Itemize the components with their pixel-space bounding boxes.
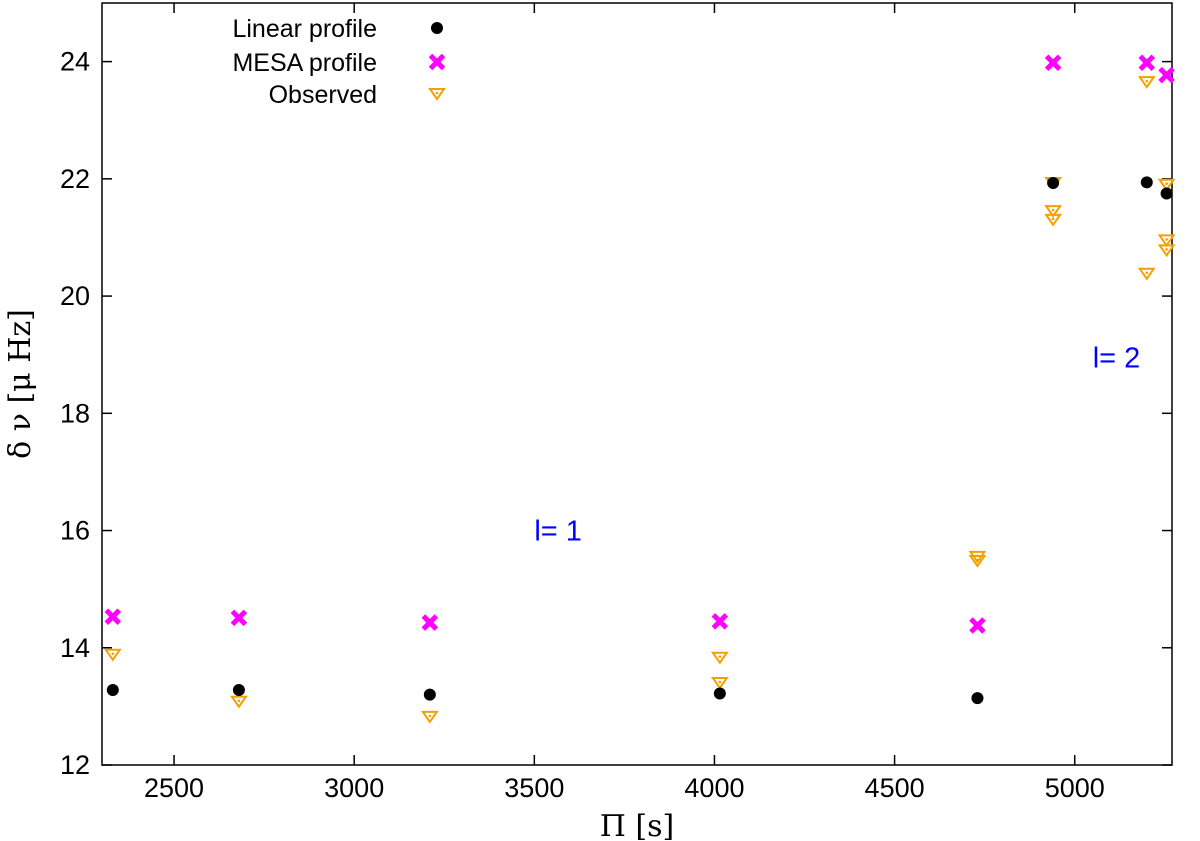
data-point xyxy=(968,555,987,568)
x-axis-label: Π [s] xyxy=(600,809,675,841)
x-tick-label: 3500 xyxy=(504,773,564,803)
x-tick-label: 4000 xyxy=(684,773,744,803)
legend-swatch xyxy=(428,53,446,71)
data-point xyxy=(421,614,439,631)
data-point xyxy=(1160,187,1173,200)
data-point xyxy=(420,710,439,724)
data-point xyxy=(230,609,248,627)
annotation-label: l= 2 xyxy=(1093,343,1141,375)
series-linear-profile xyxy=(106,176,1173,705)
data-point xyxy=(232,683,245,696)
series-observed xyxy=(103,76,1176,724)
y-tick-label: 22 xyxy=(60,164,90,194)
data-point xyxy=(1158,66,1175,84)
data-point xyxy=(971,692,984,705)
legend-swatch xyxy=(431,22,443,34)
data-point xyxy=(1138,54,1156,72)
data-point xyxy=(1157,178,1176,192)
legend-item: Observed xyxy=(269,81,446,109)
legend-label: Observed xyxy=(269,81,377,109)
x-tick-label: 5000 xyxy=(1045,773,1105,803)
data-point xyxy=(423,688,436,701)
data-point xyxy=(1157,234,1176,248)
annotations: l= 1 l= 2 xyxy=(534,343,1140,548)
x-tick-label: 3000 xyxy=(324,773,384,803)
data-point xyxy=(1044,54,1062,72)
axes: 2500 3000 3500 4000 4500 5000 12 14 16 18 20 22 24 Π … xyxy=(3,2,1173,841)
data-point xyxy=(710,676,729,690)
data-point xyxy=(1140,176,1153,189)
plot-frame xyxy=(101,2,1173,766)
data-point xyxy=(713,687,726,700)
legend-item: MESA profile xyxy=(232,49,446,77)
annotation-label: l= 1 xyxy=(534,516,582,548)
y-tick-label: 16 xyxy=(60,516,90,546)
y-tick-label: 24 xyxy=(60,47,90,77)
legend-label: Linear profile xyxy=(232,15,377,43)
data-point xyxy=(1137,76,1156,89)
y-tick-label: 18 xyxy=(60,398,90,428)
x-tick-label: 2500 xyxy=(144,773,204,803)
data-point xyxy=(710,651,729,665)
data-point xyxy=(1047,176,1060,189)
legend: Linear profile MESA profile Observed xyxy=(232,15,446,109)
data-point xyxy=(106,683,119,696)
data-point xyxy=(103,648,122,662)
data-point xyxy=(1137,267,1156,281)
legend-item: Linear profile xyxy=(232,15,443,43)
y-tick-label: 12 xyxy=(60,750,90,780)
legend-swatch xyxy=(428,88,446,101)
data-point xyxy=(969,617,986,634)
y-tick-label: 14 xyxy=(60,633,90,663)
series-mesa-profile xyxy=(104,54,1175,634)
data-point xyxy=(1157,244,1176,258)
y-axis-label: δ ν [μ Hz] xyxy=(3,309,38,459)
data-marks xyxy=(103,54,1176,724)
data-point xyxy=(104,608,122,625)
legend-label: MESA profile xyxy=(232,49,377,77)
y-tick-label: 20 xyxy=(60,281,90,311)
data-point xyxy=(1044,205,1063,218)
data-point xyxy=(711,613,729,630)
x-tick-label: 4500 xyxy=(865,773,925,803)
data-point xyxy=(1044,213,1063,227)
data-point xyxy=(229,695,248,709)
